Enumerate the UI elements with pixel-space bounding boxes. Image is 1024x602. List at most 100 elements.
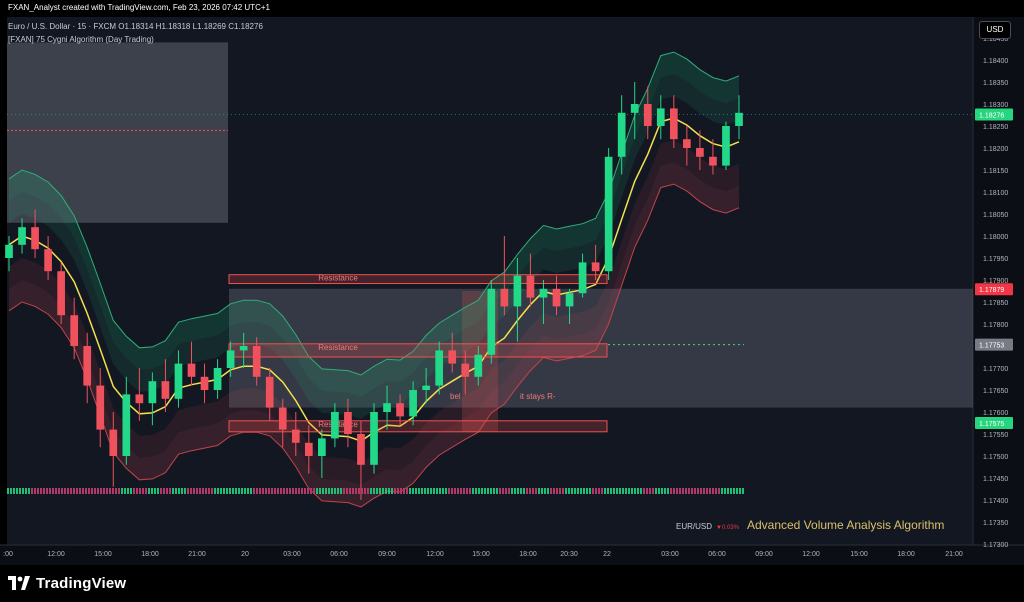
volume-dot [421, 488, 423, 494]
volume-dot [583, 488, 585, 494]
currency-button[interactable]: USD [979, 21, 1011, 39]
volume-dot [502, 488, 504, 494]
y-tick-label: 1.17900 [983, 278, 1008, 285]
volume-dot [103, 488, 105, 494]
x-tick-label: 12:00 [426, 551, 444, 558]
range-box-left [7, 42, 228, 223]
candle-body [683, 139, 691, 148]
candle-body [200, 376, 209, 390]
indicator-label[interactable]: [FXAN] 75 Cygni Algorithm (Day Trading) [8, 35, 154, 44]
volume-dot [427, 488, 429, 494]
volume-dot [655, 488, 657, 494]
y-tick-label: 1.18400 [983, 58, 1008, 65]
volume-dot [463, 488, 465, 494]
y-tick-label: 1.18050 [983, 212, 1008, 219]
tradingview-brand[interactable]: TradingView [8, 573, 126, 593]
volume-dot [466, 488, 468, 494]
volume-dot [76, 488, 78, 494]
upper-band-inner [9, 74, 739, 419]
volume-dot [631, 488, 633, 494]
volume-dot [196, 488, 198, 494]
volume-dot [217, 488, 219, 494]
volume-dot [700, 488, 702, 494]
volume-dot [730, 488, 732, 494]
candle-body [526, 275, 535, 298]
x-tick-label: 22 [603, 551, 611, 558]
candle-body [539, 288, 548, 298]
x-tick-label: 09:00 [755, 551, 773, 558]
volume-dot [331, 488, 333, 494]
volume-dot [214, 488, 216, 494]
volume-dot [61, 488, 63, 494]
y-tick-label: 1.18250 [983, 124, 1008, 131]
candle-body [96, 385, 105, 430]
volume-dot [481, 488, 483, 494]
resistance-zone-2 [228, 420, 608, 433]
volume-dot [274, 488, 276, 494]
volume-dot [598, 488, 600, 494]
price-tag-label-0: 1.18276 [979, 113, 1004, 120]
volume-dot [358, 488, 360, 494]
volume-dot [283, 488, 285, 494]
volume-dot [589, 488, 591, 494]
price-tag-3 [975, 417, 1013, 429]
candle-body [396, 403, 404, 417]
volume-dot [211, 488, 213, 494]
lower-band-inner [9, 140, 739, 485]
volume-dot [82, 488, 84, 494]
x-tick-label: 18:00 [897, 551, 915, 558]
volume-dot [313, 488, 315, 494]
x-tick-label: 12:00 [802, 551, 820, 558]
candle-body [331, 412, 339, 439]
x-tick-label: 15:00 [850, 551, 868, 558]
candle-body [578, 262, 587, 294]
volume-dot [7, 488, 9, 494]
volume-dot [721, 488, 723, 494]
volume-dot [301, 488, 303, 494]
candle-body [461, 363, 470, 377]
candle-body [617, 112, 626, 157]
candle-body [513, 275, 522, 307]
volume-dot [475, 488, 477, 494]
candle-body [630, 104, 639, 113]
volume-dot [373, 488, 375, 494]
volume-dot [259, 488, 261, 494]
volume-dot [67, 488, 69, 494]
symbol-name: Euro / U.S. Dollar · 15 · FXCM [8, 22, 117, 31]
volume-dot [133, 488, 135, 494]
volume-dot [250, 488, 252, 494]
price-axis-background [973, 17, 1024, 545]
volume-dot [106, 488, 108, 494]
candle-body [135, 394, 144, 404]
volume-dot [178, 488, 180, 494]
volume-dot [484, 488, 486, 494]
volume-dot [571, 488, 573, 494]
candle-body [278, 407, 287, 430]
candle-body [709, 156, 717, 166]
volume-dot [406, 488, 408, 494]
candle-body [552, 288, 561, 307]
x-tick-label: 18:00 [141, 551, 159, 558]
candle-body [161, 381, 170, 399]
candle-body [565, 293, 574, 307]
volume-dot [37, 488, 39, 494]
y-tick-label: 1.18200 [983, 146, 1008, 153]
volume-dot [19, 488, 21, 494]
volume-dot [736, 488, 738, 494]
volume-dot [538, 488, 540, 494]
volume-dot [280, 488, 282, 494]
volume-dot [565, 488, 567, 494]
y-tick-label: 1.17950 [983, 256, 1008, 263]
chart-title: FXAN_Analyst created with TradingView.co… [8, 3, 270, 12]
y-tick-label: 1.18100 [983, 190, 1008, 197]
volume-dot [229, 488, 231, 494]
volume-dot [385, 488, 387, 494]
x-tick-label: 12:00 [47, 551, 65, 558]
volume-dot [205, 488, 207, 494]
volume-dot [289, 488, 291, 494]
volume-dot [46, 488, 48, 494]
y-tick-label: 1.18450 [983, 36, 1008, 43]
volume-dot [157, 488, 159, 494]
candle-body [435, 350, 444, 386]
